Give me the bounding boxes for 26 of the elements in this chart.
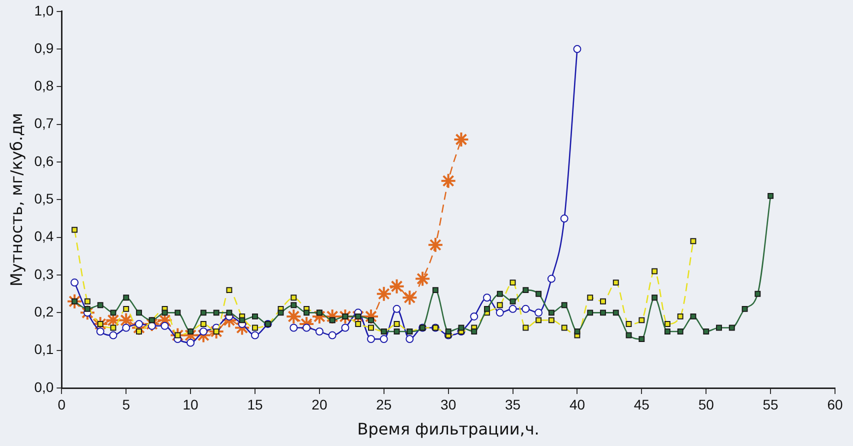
x-axis-title: Время фильтрации,ч. <box>357 420 540 439</box>
x-tick-label: 60 <box>827 396 843 412</box>
x-tick-label: 45 <box>634 396 650 412</box>
x-tick-label: 10 <box>182 396 199 412</box>
y-tick-label: 0,1 <box>34 341 54 358</box>
y-tick-label: 0,4 <box>34 228 54 244</box>
y-tick-label: 0,3 <box>34 266 54 282</box>
x-tick-label: 15 <box>247 396 263 412</box>
x-tick-label: 0 <box>58 396 66 412</box>
x-tick-label: 35 <box>504 396 521 412</box>
y-tick-label: 0,5 <box>34 190 54 207</box>
x-tick-label: 30 <box>440 396 456 412</box>
y-tick-label: 0,7 <box>34 115 54 132</box>
x-tick-label: 25 <box>376 396 392 412</box>
x-tick-label: 40 <box>569 396 586 412</box>
x-tick-label: 55 <box>762 396 779 412</box>
y-axis-title: Мутность, мг/куб.дм <box>6 112 26 287</box>
y-tick-label: 0,6 <box>34 152 54 169</box>
x-tick-label: 20 <box>312 396 328 412</box>
x-tick-label: 5 <box>122 396 130 412</box>
y-tick-label: 0,0 <box>34 378 54 395</box>
y-tick-label: 1,0 <box>34 2 54 18</box>
y-tick-label: 0,9 <box>34 40 54 56</box>
y-tick-label: 0,2 <box>34 304 54 320</box>
x-tick-label: 50 <box>698 396 714 412</box>
y-tick-label: 0,8 <box>34 78 54 94</box>
